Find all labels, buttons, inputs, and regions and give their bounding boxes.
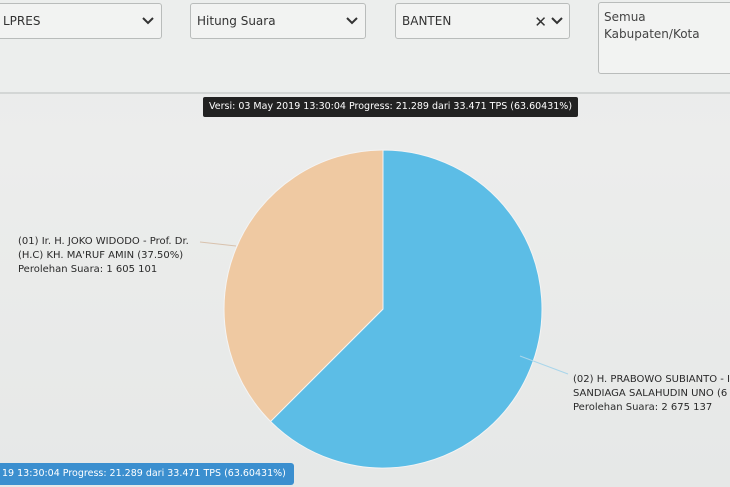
candidate-01-label: (01) Ir. H. JOKO WIDODO - Prof. Dr. (H.C… bbox=[18, 235, 189, 277]
version-tooltip: Versi: 03 May 2019 13:30:04 Progress: 21… bbox=[203, 97, 579, 117]
chevron-down-icon bbox=[142, 17, 154, 25]
election-select-value: LPRES bbox=[3, 14, 41, 28]
candidate-02-name-line1: (02) H. PRABOWO SUBIANTO - I bbox=[573, 374, 730, 385]
clear-icon[interactable]: ✕ bbox=[534, 13, 547, 31]
candidate-02-votes: Perolehan Suara: 2 675 137 bbox=[573, 402, 713, 413]
candidate-02-name-line2: SANDIAGA SALAHUDIN UNO (6 bbox=[573, 388, 728, 399]
pie-slice-01[interactable] bbox=[223, 149, 384, 423]
province-select[interactable]: BANTEN ✕ bbox=[395, 3, 570, 39]
progress-tooltip: 19 13:30:04 Progress: 21.289 dari 33.471… bbox=[0, 463, 294, 485]
regency-select[interactable]: Semua Kabupaten/Kota bbox=[598, 2, 730, 74]
candidate-01-name-line2: (H.C) KH. MA'RUF AMIN (37.50%) bbox=[18, 250, 184, 261]
election-select[interactable]: LPRES bbox=[0, 3, 162, 39]
pie-slice-02[interactable] bbox=[269, 149, 543, 469]
leader-line-01 bbox=[199, 241, 237, 247]
leader-line-02 bbox=[519, 355, 569, 375]
regency-select-line1: Semua bbox=[604, 10, 646, 24]
chevron-down-icon bbox=[346, 17, 358, 25]
candidate-01-votes: Perolehan Suara: 1 605 101 bbox=[18, 264, 158, 275]
count-mode-select[interactable]: Hitung Suara bbox=[190, 3, 366, 39]
candidate-01-name-line1: (01) Ir. H. JOKO WIDODO - Prof. Dr. bbox=[18, 236, 189, 247]
candidate-02-label: (02) H. PRABOWO SUBIANTO - I SANDIAGA SA… bbox=[573, 373, 730, 415]
count-mode-select-value: Hitung Suara bbox=[197, 14, 276, 28]
chevron-down-icon[interactable] bbox=[550, 15, 564, 27]
filter-divider bbox=[0, 92, 730, 94]
province-select-value: BANTEN bbox=[402, 14, 452, 28]
regency-select-line2: Kabupaten/Kota bbox=[604, 27, 700, 41]
